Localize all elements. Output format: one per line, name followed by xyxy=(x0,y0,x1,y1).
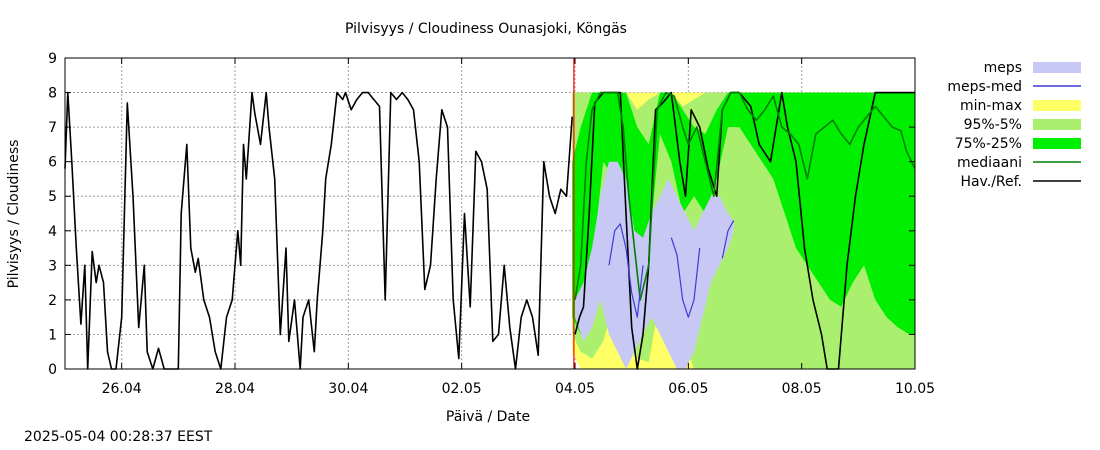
y-tick-label-3: 3 xyxy=(48,258,57,274)
x-tick-label-6: 08.05 xyxy=(782,381,822,397)
x-axis-label: Päivä / Date xyxy=(446,409,530,425)
y-tick-label-0: 0 xyxy=(48,362,57,378)
x-tick-label-5: 06.05 xyxy=(668,381,708,397)
chart-title: Pilvisyys / Cloudiness Ounasjoki, Köngäs xyxy=(345,21,627,37)
y-tick-label-4: 4 xyxy=(48,224,57,240)
legend: meps meps-med min-max 95%-5% 75%-25% mediaani… xyxy=(947,60,1081,190)
x-tick-label-7: 10.05 xyxy=(895,381,935,397)
x-tick-label-2: 30.04 xyxy=(328,381,368,397)
y-tick-label-9: 9 xyxy=(48,51,57,67)
x-tick-label-1: 28.04 xyxy=(215,381,255,397)
legend-swatch-min-max xyxy=(1033,100,1081,111)
x-tick-label-4: 04.05 xyxy=(555,381,595,397)
band-75-25 xyxy=(572,92,915,335)
band-meps xyxy=(575,161,734,369)
legend-label-hav-ref: Hav./Ref. xyxy=(960,174,1022,190)
legend-label-meps: meps xyxy=(984,60,1022,76)
x-tick-label-0: 26.04 xyxy=(102,381,142,397)
timestamp: 2025-05-04 00:28:37 EEST xyxy=(24,429,213,445)
series-line-mediaani xyxy=(574,91,916,301)
y-tick-label-1: 1 xyxy=(48,327,57,343)
legend-label-75-25: 75%-25% xyxy=(955,136,1022,152)
legend-swatch-95-5 xyxy=(1033,119,1081,130)
legend-label-mediaani: mediaani xyxy=(957,155,1022,171)
legend-swatch-meps xyxy=(1033,62,1081,73)
legend-swatch-75-25 xyxy=(1033,138,1081,149)
y-tick-label-7: 7 xyxy=(48,120,57,136)
series-lines xyxy=(64,91,916,370)
y-tick-label-8: 8 xyxy=(48,86,57,102)
y-axis-label: Pilvisyys / Cloudiness xyxy=(6,140,22,289)
y-tick-label-2: 2 xyxy=(48,293,57,309)
series-line-hav-ref xyxy=(64,91,573,370)
y-tick-label-5: 5 xyxy=(48,189,57,205)
plot-frame xyxy=(64,57,916,370)
x-tick-label-3: 02.05 xyxy=(442,381,482,397)
axis-ticks: 0 1 2 3 4 5 6 7 8 9 26.04 28.04 30.04 02.05 04.05 06.05… xyxy=(48,51,935,397)
forecast-bands xyxy=(572,92,915,369)
legend-label-min-max: min-max xyxy=(960,98,1022,114)
series-line-meps-med xyxy=(608,220,735,318)
y-tick-label-6: 6 xyxy=(48,155,57,171)
legend-label-meps-med: meps-med xyxy=(947,79,1022,95)
legend-label-95-5: 95%-5% xyxy=(964,117,1022,133)
